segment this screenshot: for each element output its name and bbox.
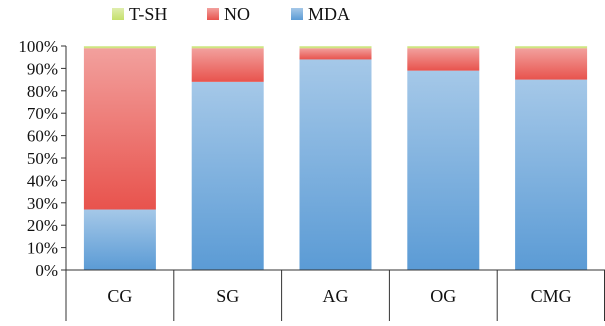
bar-segment-mda-og — [407, 70, 480, 270]
legend-item-t-sh: T-SH — [112, 4, 167, 24]
y-tick-label: 0% — [35, 261, 58, 280]
y-tick-label: 60% — [27, 127, 58, 146]
x-category-label-cmg: CMG — [531, 286, 572, 306]
bar-segment-t-sh-sg — [191, 46, 264, 49]
legend-swatch — [207, 8, 219, 20]
legend-swatch — [291, 8, 303, 20]
legend-item-no: NO — [207, 4, 250, 24]
bar-segment-no-sg — [191, 48, 264, 82]
legend-label: NO — [224, 4, 250, 24]
x-category-label-cg: CG — [107, 286, 132, 306]
y-tick-label: 50% — [27, 149, 58, 168]
legend: T-SH NO MDA — [112, 4, 350, 24]
legend-swatch — [112, 8, 124, 20]
y-tick-label: 90% — [27, 59, 58, 78]
legend-label: T-SH — [129, 4, 167, 24]
legend-item-mda: MDA — [291, 4, 350, 24]
y-tick-label: 40% — [27, 171, 58, 190]
bar-segment-mda-sg — [191, 81, 264, 270]
y-tick-label: 70% — [27, 104, 58, 123]
axes: 0% 10% 20% 30% 40% 50% 60% 70% 80% 90% 100% — [18, 37, 67, 280]
bar-segment-t-sh-cg — [83, 46, 156, 49]
bars — [83, 46, 588, 270]
bar-segment-mda-cmg — [515, 79, 588, 270]
y-tick-label: 30% — [27, 194, 58, 213]
bar-segment-no-og — [407, 48, 480, 71]
y-tick-label: 20% — [27, 216, 58, 235]
y-tick-label: 100% — [18, 37, 58, 56]
category-table: CG SG AG OG CMG — [65, 269, 605, 321]
bar-segment-t-sh-og — [407, 46, 480, 49]
bar-segment-no-cmg — [515, 48, 588, 80]
y-tick-label: 80% — [27, 82, 58, 101]
x-category-label-og: OG — [430, 286, 456, 306]
x-category-label-ag: AG — [323, 286, 349, 306]
bar-segment-no-ag — [299, 48, 372, 60]
legend-label: MDA — [308, 4, 350, 24]
bar-segment-t-sh-cmg — [515, 46, 588, 49]
y-tick-label: 10% — [27, 239, 58, 258]
bar-segment-mda-ag — [299, 59, 372, 270]
bar-segment-t-sh-ag — [299, 46, 372, 49]
bar-segment-mda-cg — [83, 209, 156, 270]
x-category-label-sg: SG — [216, 286, 239, 306]
bar-segment-no-cg — [83, 48, 156, 210]
